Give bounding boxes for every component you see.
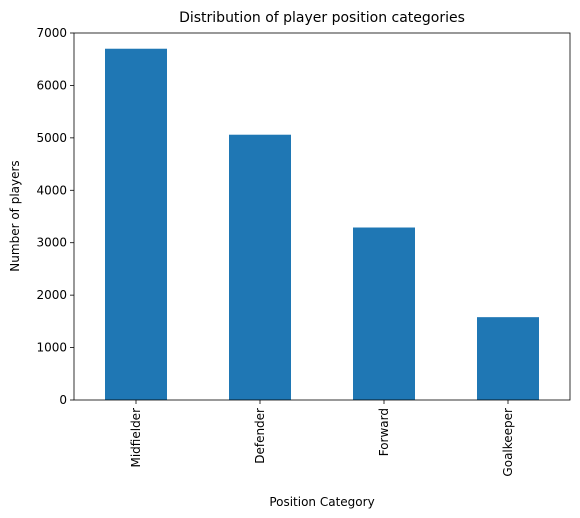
y-tick-label: 4000 bbox=[36, 183, 67, 197]
plot-frame bbox=[73, 32, 571, 401]
y-tick-label: 5000 bbox=[36, 131, 67, 145]
bar-goalkeeper bbox=[477, 317, 539, 400]
x-tick-label-midfielder: Midfielder bbox=[129, 408, 143, 468]
bar-forward bbox=[353, 227, 415, 400]
x-axis-label: Position Category bbox=[269, 495, 374, 509]
x-axis: Midfielder Defender Forward Goalkeeper bbox=[129, 400, 515, 477]
x-tick-label-forward: Forward bbox=[377, 408, 391, 456]
y-tick-label: 0 bbox=[59, 393, 67, 407]
bars-group bbox=[105, 48, 539, 400]
y-tick-label: 7000 bbox=[36, 26, 67, 40]
y-axis-label: Number of players bbox=[8, 160, 22, 271]
chart-title: Distribution of player position categori… bbox=[179, 10, 465, 26]
x-tick-label-goalkeeper: Goalkeeper bbox=[501, 408, 515, 477]
y-tick-label: 2000 bbox=[36, 288, 67, 302]
y-tick-label: 6000 bbox=[36, 78, 67, 92]
x-tick-label-defender: Defender bbox=[253, 408, 267, 464]
bar-defender bbox=[229, 134, 291, 400]
y-tick-label: 3000 bbox=[36, 236, 67, 250]
y-tick-label: 1000 bbox=[36, 341, 67, 355]
y-axis: 0 1000 2000 3000 4000 5000 6000 7000 bbox=[36, 26, 74, 407]
bar-midfielder bbox=[105, 48, 167, 400]
